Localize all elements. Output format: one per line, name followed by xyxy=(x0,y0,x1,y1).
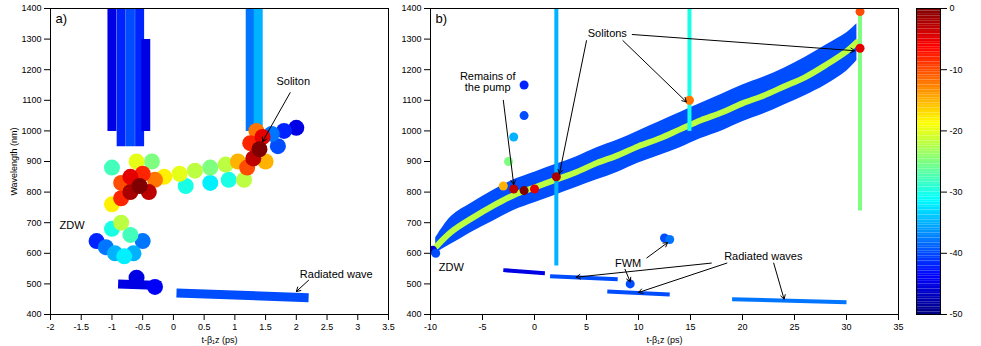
svg-text:-30: -30 xyxy=(950,187,963,197)
svg-text:5: 5 xyxy=(584,322,589,332)
svg-text:3.5: 3.5 xyxy=(382,322,395,332)
svg-text:t-β₁z (ps): t-β₁z (ps) xyxy=(201,335,237,345)
svg-text:Wavelength (nm): Wavelength (nm) xyxy=(9,127,19,195)
svg-text:1300: 1300 xyxy=(21,34,41,44)
svg-text:ZDW: ZDW xyxy=(59,219,85,231)
svg-text:1: 1 xyxy=(232,322,237,332)
svg-text:1300: 1300 xyxy=(401,34,421,44)
svg-text:-2: -2 xyxy=(46,322,54,332)
svg-text:-1.5: -1.5 xyxy=(73,322,89,332)
svg-text:Radiated waves: Radiated waves xyxy=(724,250,803,262)
svg-text:1100: 1100 xyxy=(402,95,421,105)
svg-text:ZDW: ZDW xyxy=(439,261,465,273)
svg-text:15: 15 xyxy=(685,322,695,332)
svg-text:3: 3 xyxy=(355,322,360,332)
svg-text:1200: 1200 xyxy=(401,65,421,75)
svg-text:900: 900 xyxy=(26,156,41,166)
svg-text:-0.5: -0.5 xyxy=(135,322,151,332)
svg-text:400: 400 xyxy=(26,309,41,319)
svg-text:600: 600 xyxy=(26,248,41,258)
svg-text:-50: -50 xyxy=(950,309,963,319)
svg-text:20: 20 xyxy=(737,322,747,332)
svg-text:400: 400 xyxy=(406,309,421,319)
svg-text:Radiated wave: Radiated wave xyxy=(300,268,373,280)
svg-text:-20: -20 xyxy=(950,126,963,136)
svg-text:35: 35 xyxy=(893,322,903,332)
svg-text:700: 700 xyxy=(406,218,421,228)
svg-text:0: 0 xyxy=(532,322,537,332)
svg-text:t-β₁z (ps): t-β₁z (ps) xyxy=(646,335,682,345)
svg-text:1400: 1400 xyxy=(401,3,421,13)
svg-text:800: 800 xyxy=(406,187,421,197)
svg-text:a): a) xyxy=(56,11,68,26)
svg-text:1000: 1000 xyxy=(401,126,421,136)
svg-text:10: 10 xyxy=(633,322,643,332)
svg-text:FWM: FWM xyxy=(615,257,641,269)
svg-text:500: 500 xyxy=(406,279,421,289)
svg-text:30: 30 xyxy=(841,322,851,332)
svg-text:1.5: 1.5 xyxy=(259,322,272,332)
svg-text:2.5: 2.5 xyxy=(321,322,334,332)
svg-text:-10: -10 xyxy=(950,65,963,75)
svg-text:600: 600 xyxy=(406,248,421,258)
svg-text:0: 0 xyxy=(950,3,955,13)
svg-text:0.5: 0.5 xyxy=(198,322,211,332)
svg-text:1400: 1400 xyxy=(21,3,41,13)
svg-text:Soliton: Soliton xyxy=(276,75,310,87)
svg-text:Solitons: Solitons xyxy=(588,27,628,39)
svg-text:-10: -10 xyxy=(424,322,437,332)
svg-text:900: 900 xyxy=(406,156,421,166)
svg-text:700: 700 xyxy=(26,218,41,228)
svg-text:2: 2 xyxy=(294,322,299,332)
svg-text:-1: -1 xyxy=(108,322,116,332)
svg-text:1000: 1000 xyxy=(21,126,41,136)
svg-text:1100: 1100 xyxy=(22,95,41,105)
svg-text:-40: -40 xyxy=(950,248,963,258)
svg-text:-5: -5 xyxy=(478,322,486,332)
svg-text:1200: 1200 xyxy=(21,65,41,75)
svg-text:0: 0 xyxy=(171,322,176,332)
svg-text:800: 800 xyxy=(26,187,41,197)
svg-text:500: 500 xyxy=(26,279,41,289)
svg-text:25: 25 xyxy=(789,322,799,332)
svg-text:b): b) xyxy=(436,11,448,26)
svg-text:Remains ofthe pump: Remains ofthe pump xyxy=(460,70,517,93)
